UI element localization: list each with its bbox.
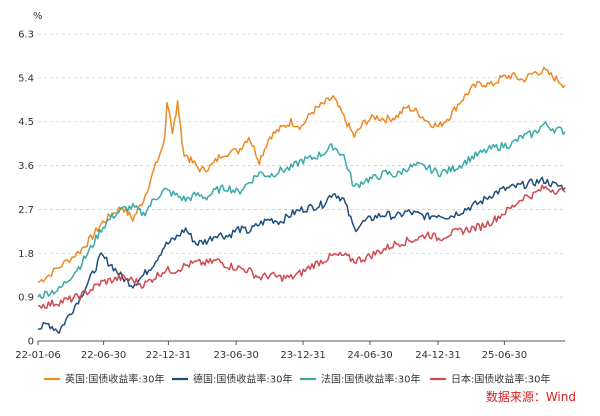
y-tick-label: 5.4 [18,73,34,84]
legend-layer: 英国:国债收益率:30年 德国:国债收益率:30年 法国:国债收益率:30年 日本:国… [44,373,550,386]
x-tick-label: 22-01-06 [15,350,60,361]
x-tick-label: 24-12-31 [415,350,460,361]
legend-label: 法国:国债收益率:30年 [321,373,420,386]
grid-layer [38,33,565,298]
series-line-4 [38,184,566,309]
legend-label: 德国:国债收益率:30年 [193,373,292,386]
y-tick-label: 2.7 [18,205,34,216]
series-line-1 [37,66,566,284]
series-layer [37,66,566,335]
series-line-2 [37,176,566,335]
y-tick-label: 3.6 [18,161,34,172]
x-tick-label: 23-06-30 [213,350,258,361]
x-tick-label: 22-06-30 [81,350,126,361]
x-tick-label: 25-06-30 [482,350,527,361]
x-tick-label: 22-12-31 [146,350,191,361]
y-tick-label: 0.9 [18,293,34,304]
y-unit-label: % [33,11,43,22]
source-label: 数据来源：Wind [486,389,576,404]
y-tick-label: 0 [28,337,34,348]
legend-label: 日本:国债收益率:30年 [451,373,550,386]
y-tick-label: 6.3 [18,30,34,41]
y-tick-label: 4.5 [18,117,34,128]
legend-label: 英国:国债收益率:30年 [65,373,164,386]
x-tick-label: 24-06-30 [347,350,392,361]
axis-layer: 0 0.9 1.8 2.7 3.6 4.5 5.4 6.3 22-01-06 22-06-30 22… [15,30,565,361]
x-tick-label: 23-12-31 [280,350,325,361]
series-line-3 [37,121,566,299]
y-tick-label: 1.8 [18,249,34,260]
